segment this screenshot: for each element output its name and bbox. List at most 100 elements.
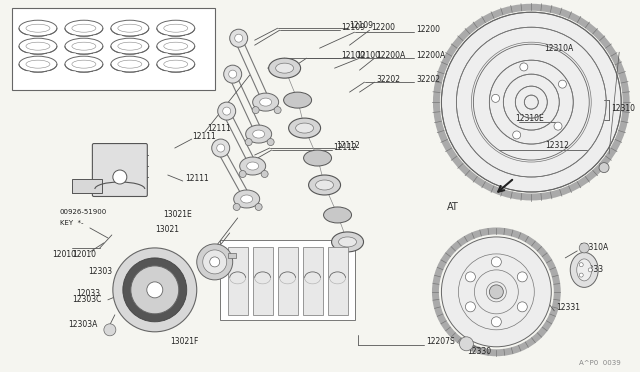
- Bar: [328, 247, 348, 315]
- Circle shape: [123, 258, 187, 322]
- Circle shape: [274, 107, 281, 113]
- Circle shape: [492, 317, 501, 327]
- Text: 12112: 12112: [333, 142, 357, 151]
- Circle shape: [559, 80, 566, 88]
- Circle shape: [147, 282, 163, 298]
- FancyBboxPatch shape: [92, 144, 147, 196]
- Ellipse shape: [577, 259, 592, 281]
- Ellipse shape: [26, 42, 50, 50]
- Circle shape: [218, 102, 236, 120]
- Bar: [253, 247, 273, 315]
- Ellipse shape: [72, 42, 96, 50]
- Ellipse shape: [308, 175, 340, 195]
- Circle shape: [442, 12, 621, 192]
- Circle shape: [513, 131, 521, 139]
- Circle shape: [223, 107, 230, 115]
- Circle shape: [196, 244, 233, 280]
- Text: AT: AT: [447, 202, 459, 212]
- Text: 12200A: 12200A: [376, 51, 406, 60]
- Circle shape: [520, 63, 528, 71]
- Ellipse shape: [26, 24, 50, 32]
- Circle shape: [233, 203, 240, 211]
- Circle shape: [113, 170, 127, 184]
- Ellipse shape: [296, 123, 314, 133]
- Text: 12200: 12200: [417, 25, 440, 34]
- Circle shape: [579, 263, 583, 267]
- Circle shape: [442, 237, 551, 347]
- Text: 12330: 12330: [467, 347, 492, 356]
- Text: 12010: 12010: [52, 250, 76, 259]
- Text: 12207S: 12207S: [426, 337, 455, 346]
- Ellipse shape: [118, 42, 142, 50]
- Ellipse shape: [339, 237, 356, 247]
- Text: 12333: 12333: [579, 265, 604, 275]
- Circle shape: [131, 266, 179, 314]
- Bar: [303, 247, 323, 315]
- Circle shape: [104, 324, 116, 336]
- Ellipse shape: [253, 93, 278, 111]
- Text: 12310E: 12310E: [515, 113, 543, 123]
- Circle shape: [492, 257, 501, 267]
- Bar: [72, 179, 102, 193]
- Ellipse shape: [164, 42, 188, 50]
- Text: 32202: 32202: [376, 75, 401, 84]
- Circle shape: [465, 302, 476, 312]
- Text: 12310A: 12310A: [579, 243, 609, 253]
- Text: 13021F: 13021F: [171, 337, 199, 346]
- Circle shape: [579, 243, 589, 253]
- Circle shape: [517, 302, 527, 312]
- Circle shape: [465, 272, 476, 282]
- Ellipse shape: [241, 195, 253, 203]
- Text: 12111: 12111: [207, 124, 230, 132]
- Text: 12033: 12033: [76, 289, 100, 298]
- Circle shape: [460, 337, 474, 351]
- Circle shape: [261, 170, 268, 177]
- Circle shape: [113, 248, 196, 332]
- Bar: [228, 247, 248, 315]
- Ellipse shape: [246, 162, 259, 170]
- Ellipse shape: [316, 180, 333, 190]
- Circle shape: [245, 138, 252, 145]
- Ellipse shape: [284, 92, 312, 108]
- Circle shape: [228, 70, 237, 78]
- Text: 12303A: 12303A: [68, 320, 97, 329]
- Bar: [228, 253, 236, 258]
- Circle shape: [217, 144, 225, 152]
- Ellipse shape: [118, 24, 142, 32]
- Circle shape: [599, 163, 609, 173]
- Ellipse shape: [260, 98, 271, 106]
- Ellipse shape: [246, 125, 271, 143]
- Ellipse shape: [303, 150, 332, 166]
- Text: KEY  *-: KEY *-: [60, 220, 83, 226]
- Text: 12200: 12200: [371, 23, 396, 32]
- Circle shape: [230, 29, 248, 47]
- Text: 12111: 12111: [185, 173, 209, 183]
- Text: 13021: 13021: [155, 225, 179, 234]
- Circle shape: [235, 34, 243, 42]
- Ellipse shape: [324, 207, 351, 223]
- Text: 12010: 12010: [72, 250, 96, 259]
- Ellipse shape: [269, 58, 301, 78]
- Ellipse shape: [234, 190, 260, 208]
- Text: 12310A: 12310A: [544, 44, 573, 53]
- Ellipse shape: [332, 232, 364, 252]
- Text: 12312: 12312: [545, 141, 569, 150]
- Circle shape: [252, 107, 259, 113]
- Text: A^P0  0039: A^P0 0039: [579, 360, 621, 366]
- Text: 12112: 12112: [337, 141, 360, 150]
- Circle shape: [490, 285, 503, 299]
- Text: 13021E: 13021E: [163, 211, 191, 219]
- Circle shape: [224, 65, 242, 83]
- Text: 12109: 12109: [342, 23, 365, 32]
- Circle shape: [255, 203, 262, 211]
- Text: 12303: 12303: [88, 267, 112, 276]
- Ellipse shape: [118, 60, 142, 68]
- Ellipse shape: [276, 63, 294, 73]
- Circle shape: [267, 138, 274, 145]
- Ellipse shape: [253, 130, 265, 138]
- Text: 12100: 12100: [356, 51, 381, 60]
- Text: 12303C: 12303C: [72, 295, 101, 304]
- Bar: [278, 247, 298, 315]
- Circle shape: [239, 170, 246, 177]
- Text: 32202: 32202: [417, 75, 440, 84]
